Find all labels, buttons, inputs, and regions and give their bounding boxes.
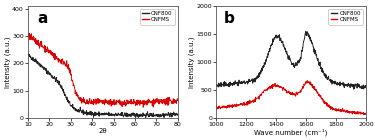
Y-axis label: Intensity (a.u.): Intensity (a.u.) [4, 36, 11, 88]
X-axis label: 2θ: 2θ [99, 128, 107, 134]
Y-axis label: Intensity (a.u.): Intensity (a.u.) [189, 36, 195, 88]
Legend: CNF800, CNFMS: CNF800, CNFMS [140, 9, 175, 24]
Legend: CNF800, CNFMS: CNF800, CNFMS [328, 9, 363, 24]
Text: b: b [224, 11, 235, 26]
X-axis label: Wave number (cm⁻¹): Wave number (cm⁻¹) [254, 128, 328, 136]
Text: a: a [37, 11, 47, 26]
